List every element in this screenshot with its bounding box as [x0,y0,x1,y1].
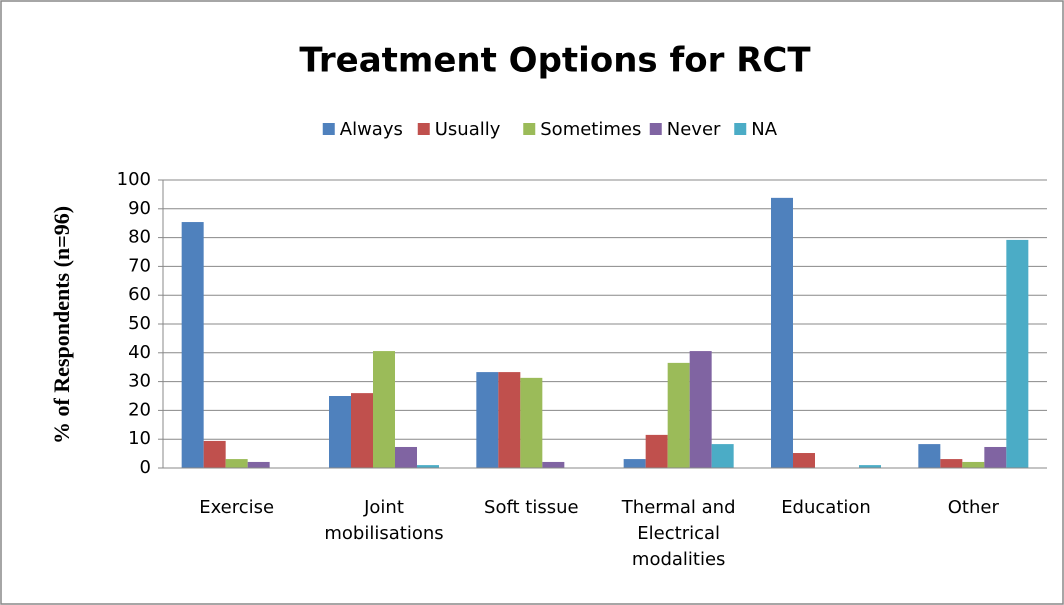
bar [667,362,690,468]
legend-label: Never [667,119,721,140]
legend-swatch [523,123,536,135]
bar [984,446,1007,468]
y-tick-label: 20 [128,399,151,420]
y-axis-label: % of Respondents (n=96) [49,206,74,444]
legend-swatch [322,123,335,135]
bar [203,440,226,468]
bar [859,465,881,468]
bar [542,461,565,468]
y-tick-label: 50 [128,313,151,334]
legend-swatch [734,123,747,135]
legend-label: NA [751,119,777,140]
bar [351,393,373,468]
bar [793,453,815,468]
y-tick-label: 90 [128,198,151,219]
y-tick-label: 80 [128,227,151,248]
x-tick-label: Soft tissue [484,497,579,518]
bar [623,459,646,468]
bar [771,197,793,468]
legend-label: Usually [435,119,501,140]
bar [711,444,734,468]
bar [417,465,439,468]
bar [181,222,204,468]
bar [476,372,499,468]
bar [940,459,963,468]
legend-label: Sometimes [540,119,641,140]
y-tick-label: 30 [128,371,151,392]
bar [520,377,543,468]
y-tick-label: 100 [117,169,151,190]
chart-title: Treatment Options for RCT [299,41,811,81]
bar [689,351,712,468]
bar [962,461,985,468]
legend-label: Always [340,119,403,140]
bar [247,461,270,468]
y-tick-label: 10 [128,428,151,449]
bar [918,444,941,468]
x-tick-label: Exercise [199,497,274,518]
bar [395,446,417,468]
bar [329,396,351,468]
x-tick-label: Joint mobilisations [324,497,443,544]
y-tick-label: 40 [128,342,151,363]
y-tick-label: 60 [128,284,151,305]
y-tick-label: 70 [128,255,151,276]
x-tick-label: Other [948,497,1000,518]
x-tick-label: Thermal and Electrical modalities [621,497,736,570]
bar [225,459,248,468]
y-tick-label: 0 [140,457,151,478]
x-tick-label: Education [781,497,871,518]
bar [645,434,668,468]
bar [1006,239,1029,468]
bar [498,372,521,468]
bar [373,351,395,468]
legend-swatch [649,123,662,135]
legend-swatch [417,123,430,135]
